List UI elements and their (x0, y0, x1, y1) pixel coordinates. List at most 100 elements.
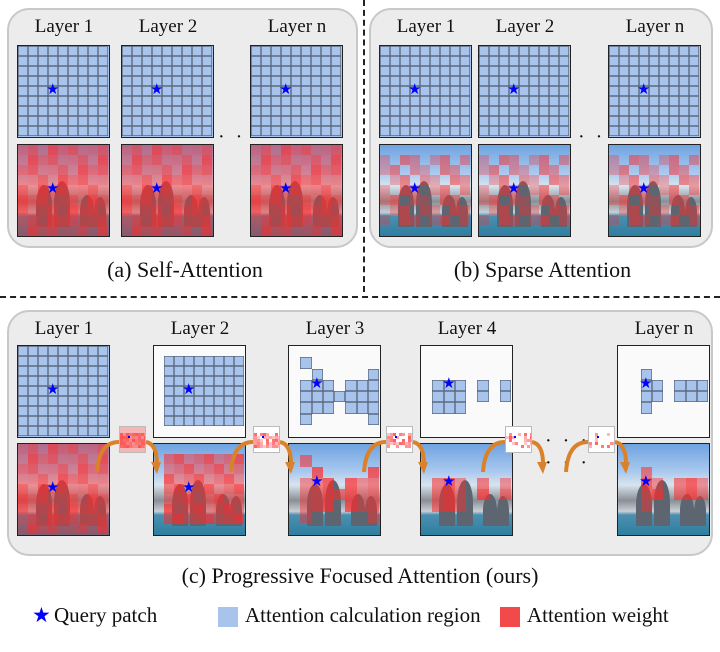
region-cell (58, 76, 68, 86)
attention-weight-cell (152, 155, 162, 165)
attention-weight-cell (679, 195, 689, 205)
attention-weight-cell (301, 205, 311, 215)
attention-image: ★ (250, 144, 343, 237)
attention-weight-cell (301, 195, 311, 205)
region-cell (311, 56, 321, 66)
region-cell (88, 356, 98, 366)
region-cell (18, 386, 28, 396)
attention-weight-cell (214, 484, 224, 494)
attention-weight-cell (214, 504, 224, 514)
query-grid: ★ (17, 45, 110, 138)
region-cell (519, 56, 529, 66)
region-cell (312, 391, 323, 402)
attention-weight-cell (321, 225, 331, 235)
region-cell (251, 46, 261, 56)
query-star-icon: ★ (182, 481, 195, 496)
region-cell (390, 46, 400, 56)
region-cell (48, 346, 58, 356)
attention-weight-cell (251, 205, 261, 215)
region-cell (122, 116, 132, 126)
region-cell (301, 56, 311, 66)
region-cell (460, 126, 470, 136)
attention-weight-cell (38, 165, 48, 175)
region-cell (172, 126, 182, 136)
attention-weight-cell (68, 165, 78, 175)
region-cell (132, 106, 142, 116)
query-grid: ★ (608, 45, 701, 138)
region-cell (420, 46, 430, 56)
attention-weight-cell (311, 145, 321, 155)
region-cell (400, 56, 410, 66)
attention-weight-cell (152, 215, 162, 225)
attention-weight-cell (410, 165, 420, 175)
attention-weight-cell (291, 145, 301, 155)
region-cell (529, 126, 539, 136)
region-cell (162, 96, 172, 106)
attention-weight-cell (444, 489, 455, 500)
region-cell (549, 56, 559, 66)
region-cell (58, 106, 68, 116)
attention-weight-cell (390, 205, 400, 215)
attention-weight-cell (192, 195, 202, 205)
legend-weight: Attention weight (527, 603, 669, 628)
caption-c: (c) Progressive Focused Attention (ours) (0, 563, 720, 589)
region-cell (331, 76, 341, 86)
region-cell (194, 376, 204, 386)
region-cell (549, 66, 559, 76)
attention-weight-cell (38, 504, 48, 514)
region-cell (202, 106, 212, 116)
attention-weight-cell (28, 484, 38, 494)
region-cell (48, 406, 58, 416)
region-cell (430, 76, 440, 86)
attention-weight-cell (251, 195, 261, 205)
attention-weight-cell (162, 215, 172, 225)
attention-weight-cell (192, 185, 202, 195)
attention-weight-cell (455, 500, 466, 511)
attention-weight-cell (345, 500, 356, 511)
region-cell (311, 66, 321, 76)
attention-weight-cell (78, 215, 88, 225)
attention-weight-cell (669, 155, 679, 165)
region-cell (669, 126, 679, 136)
region-cell (430, 66, 440, 76)
region-cell (410, 106, 420, 116)
attention-weight-cell (380, 195, 390, 205)
region-cell (78, 126, 88, 136)
region-cell (164, 356, 174, 366)
attention-weight-cell (182, 145, 192, 155)
attention-weight-cell (261, 155, 271, 165)
region-cell (58, 116, 68, 126)
region-cell (410, 56, 420, 66)
attention-weight-cell (172, 145, 182, 155)
region-cell (204, 416, 214, 426)
attention-weight-cell (291, 175, 301, 185)
region-cell (224, 406, 234, 416)
region-cell (659, 76, 669, 86)
attention-weight-cell (261, 185, 271, 195)
region-cell (48, 106, 58, 116)
region-cell (549, 86, 559, 96)
attention-weight-cell (652, 478, 663, 489)
attention-weight-cell (659, 185, 669, 195)
region-cell (659, 46, 669, 56)
attention-weight-cell (78, 185, 88, 195)
region-cell (460, 56, 470, 66)
region-cell (679, 56, 689, 66)
region-cell (519, 96, 529, 106)
attention-weight-cell (58, 444, 68, 454)
region-cell (679, 126, 689, 136)
attention-weight-cell (68, 175, 78, 185)
attention-weight-cell (78, 464, 88, 474)
region-cell (164, 396, 174, 406)
attention-weight-cell (649, 165, 659, 175)
region-cell (88, 106, 98, 116)
attention-weight-cell (291, 155, 301, 165)
region-cell (194, 386, 204, 396)
query-star-icon: ★ (46, 383, 59, 398)
region-cell (509, 106, 519, 116)
attention-weight-cell (182, 195, 192, 205)
attention-weight-cell (331, 185, 341, 195)
region-cell (78, 386, 88, 396)
attention-weight-cell (28, 225, 38, 235)
region-cell (430, 106, 440, 116)
